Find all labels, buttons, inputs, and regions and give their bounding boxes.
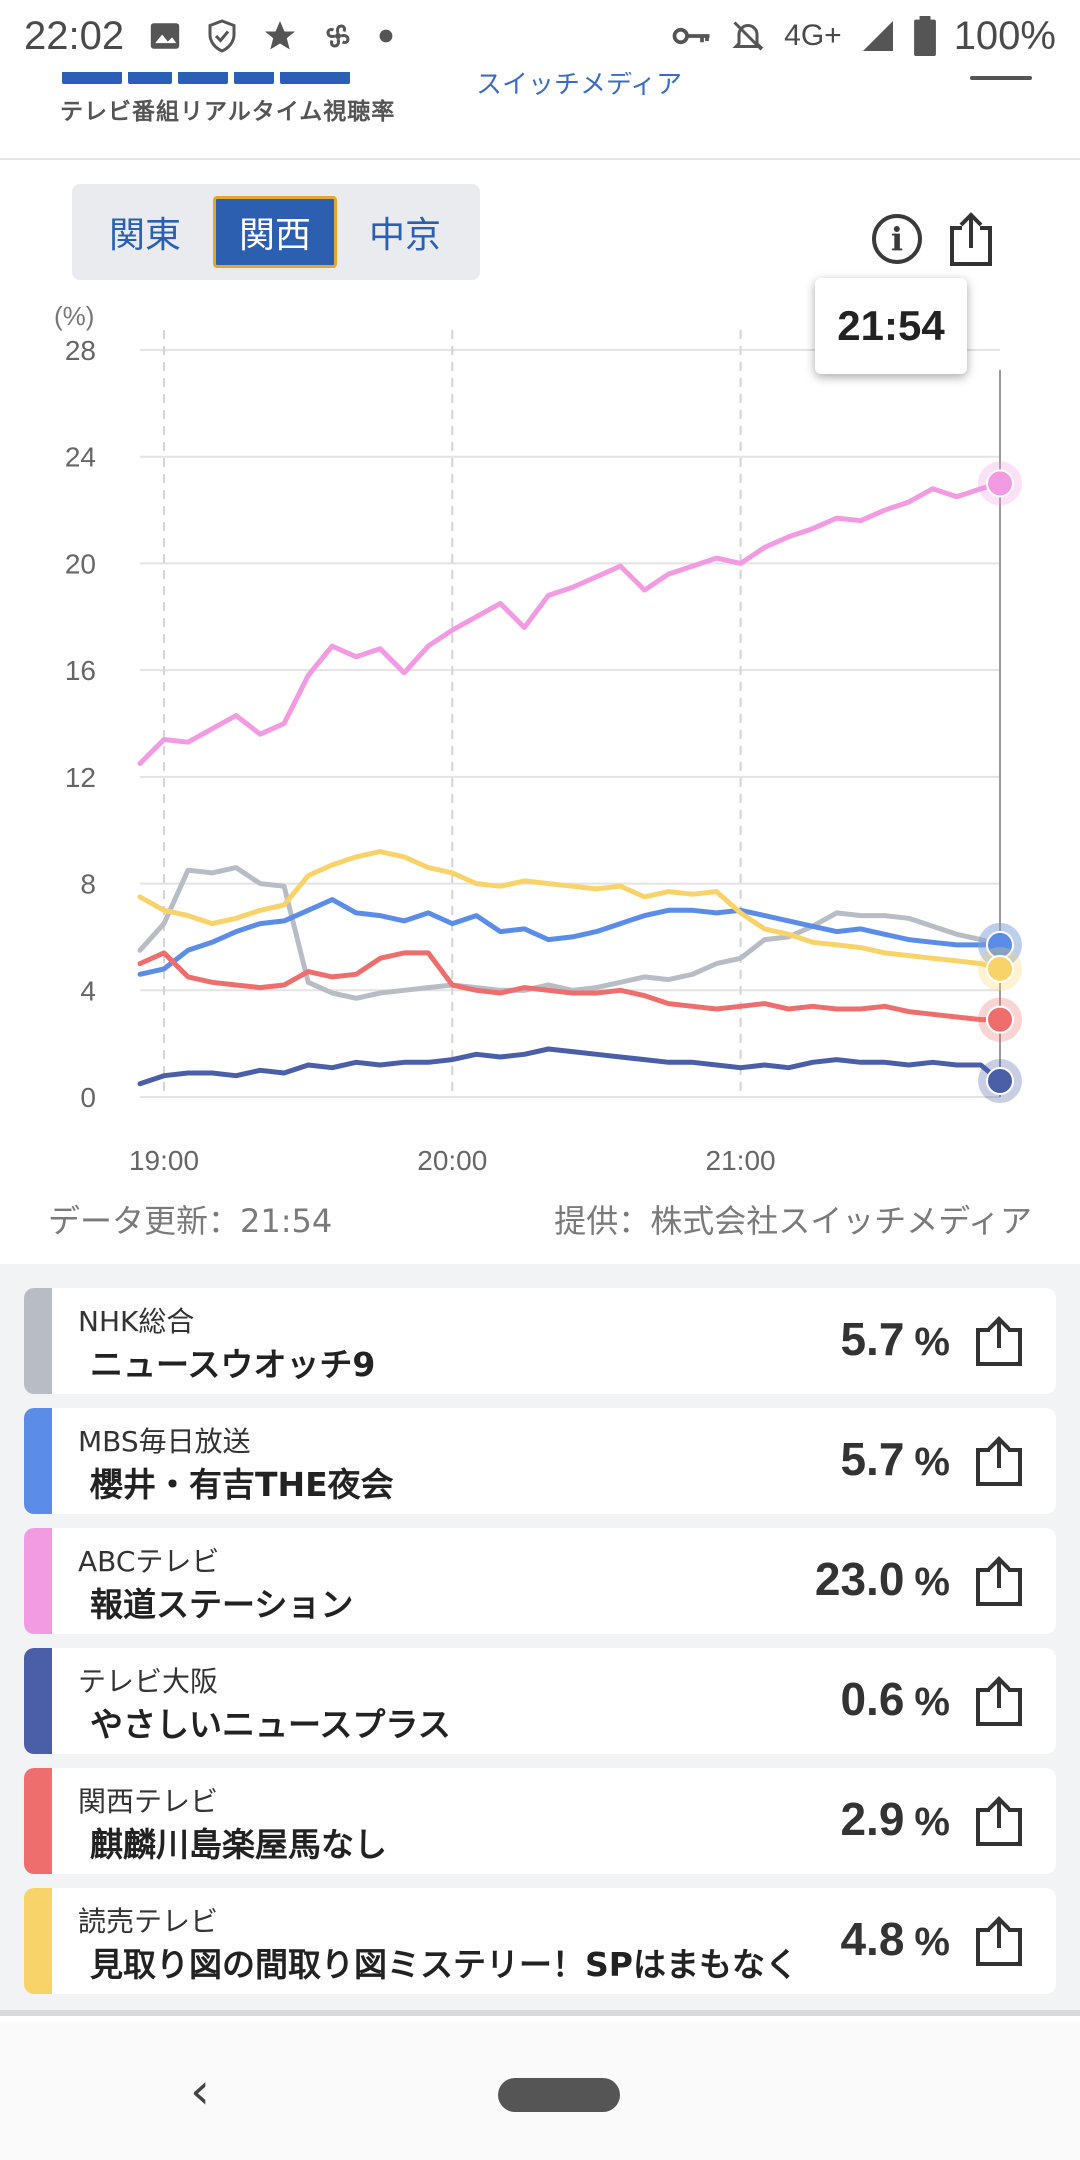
program-title: 報道ステーション xyxy=(90,1585,354,1624)
key-icon xyxy=(672,27,710,45)
y-tick-label: 20 xyxy=(65,548,96,579)
rating-value: 23.0% xyxy=(814,1553,950,1605)
bell-off-icon xyxy=(732,21,764,51)
share-icon[interactable] xyxy=(974,1316,1024,1368)
station-name: テレビ大阪 xyxy=(78,1665,219,1698)
series-line xyxy=(137,865,1003,1001)
battery-level: 100% xyxy=(953,13,1056,58)
program-card-ktv[interactable]: 関西テレビ 麒麟川島楽屋馬なし 2.9% xyxy=(24,1768,1056,1874)
program-card-ytv[interactable]: 読売テレビ 見取り図の間取り図ミステリー！SPはまもなく 4.8% xyxy=(24,1888,1056,1994)
rating-value: 0.6% xyxy=(840,1673,950,1725)
chart-tooltip: 21:54 xyxy=(815,278,967,374)
share-icon[interactable] xyxy=(974,1676,1024,1728)
series-endpoint-marker xyxy=(986,469,1014,498)
share-icon[interactable] xyxy=(946,212,996,268)
y-axis-unit-label: (%) xyxy=(54,301,94,331)
status-bar: 22:02 4G+ 100% xyxy=(0,0,1080,72)
provider-credit: 提供：株式会社スイッチメディア xyxy=(554,1202,1032,1240)
ratings-chart[interactable]: (%) 0 4 8 12 16 20 24 28 19:00 20:00 21:00 xyxy=(0,290,1080,1190)
station-color-stripe xyxy=(24,1768,52,1874)
rating-value: 5.7% xyxy=(840,1313,950,1365)
program-list: NHK総合 ニュースウオッチ9 5.7% MBS毎日放送 櫻井・有吉THE夜会 … xyxy=(0,1264,1080,2016)
rating-value: 2.9% xyxy=(840,1793,950,1845)
series-endpoint-marker xyxy=(986,1066,1014,1095)
partner-logo-text: スイッチメディア xyxy=(476,72,683,100)
station-color-stripe xyxy=(24,1408,52,1514)
station-name: 関西テレビ xyxy=(78,1785,219,1818)
program-card-mbs[interactable]: MBS毎日放送 櫻井・有吉THE夜会 5.7% xyxy=(24,1408,1056,1514)
app-header: テレビ番組リアルタイム視聴率 スイッチメディア xyxy=(0,72,1080,160)
share-icon[interactable] xyxy=(974,1556,1024,1608)
program-title: 櫻井・有吉THE夜会 xyxy=(90,1465,394,1504)
station-color-stripe xyxy=(24,1888,52,1994)
series-line xyxy=(137,950,1003,1023)
y-tick-label: 8 xyxy=(80,869,96,900)
program-title: 見取り図の間取り図ミステリー！SPはまもなく xyxy=(90,1945,798,1984)
series-endpoint-marker xyxy=(986,954,1014,983)
y-tick-label: 12 xyxy=(65,762,96,793)
tab-kanto[interactable]: 関東 xyxy=(108,215,181,256)
program-title: ニュースウオッチ9 xyxy=(90,1345,376,1384)
station-color-stripe xyxy=(24,1528,52,1634)
y-tick-label: 24 xyxy=(65,442,96,473)
series-endpoint-marker xyxy=(986,1005,1014,1034)
image-icon xyxy=(150,23,180,49)
star-icon xyxy=(265,21,296,50)
program-card-tvo[interactable]: テレビ大阪 やさしいニュースプラス 0.6% xyxy=(24,1648,1056,1754)
station-name: 読売テレビ xyxy=(78,1905,219,1938)
y-tick-label: 4 xyxy=(80,975,96,1006)
navigation-bar: ‹ xyxy=(0,2022,1080,2160)
x-tick-label: 19:00 xyxy=(129,1145,199,1176)
station-name: NHK総合 xyxy=(78,1305,195,1338)
program-card-nhk[interactable]: NHK総合 ニュースウオッチ9 5.7% xyxy=(24,1288,1056,1394)
program-card-abc[interactable]: ABCテレビ 報道ステーション 23.0% xyxy=(24,1528,1056,1634)
y-tick-label: 28 xyxy=(65,335,96,366)
home-pill[interactable] xyxy=(498,2078,620,2112)
app-logo[interactable] xyxy=(62,72,382,86)
battery-icon xyxy=(913,16,936,56)
share-icon[interactable] xyxy=(974,1796,1024,1848)
program-title: 麒麟川島楽屋馬なし xyxy=(90,1825,387,1864)
x-tick-label: 20:00 xyxy=(417,1145,487,1176)
signal-icon xyxy=(862,21,893,51)
series-line xyxy=(137,849,1003,972)
station-name: ABCテレビ xyxy=(78,1545,220,1578)
x-tick-label: 21:00 xyxy=(706,1145,776,1176)
program-title: やさしいニュースプラス xyxy=(90,1705,451,1744)
info-icon[interactable]: i xyxy=(872,214,922,264)
back-icon[interactable]: ‹ xyxy=(190,2062,210,2120)
series-line xyxy=(137,897,1003,977)
status-time: 22:02 xyxy=(24,13,125,58)
rating-value: 5.7% xyxy=(840,1433,950,1485)
share-icon[interactable] xyxy=(974,1436,1024,1488)
tab-kansai[interactable]: 関西 xyxy=(213,196,337,268)
y-tick-label: 0 xyxy=(80,1082,96,1113)
tab-chukyo[interactable]: 中京 xyxy=(368,215,441,256)
region-tabs: 関東 関西 中京 xyxy=(72,184,480,280)
station-color-stripe xyxy=(24,1288,52,1394)
share-icon[interactable] xyxy=(974,1916,1024,1968)
logo-subtitle: テレビ番組リアルタイム視聴率 xyxy=(60,99,396,125)
pinwheel-icon xyxy=(326,24,350,48)
rating-value: 4.8% xyxy=(840,1913,950,1965)
dot-icon xyxy=(379,29,393,43)
data-update-time: データ更新：21:54 xyxy=(48,1202,333,1240)
series-line xyxy=(137,480,1003,766)
station-color-stripe xyxy=(24,1648,52,1754)
y-tick-label: 16 xyxy=(65,655,96,686)
station-name: MBS毎日放送 xyxy=(78,1425,251,1458)
menu-icon[interactable] xyxy=(970,76,1032,80)
network-type: 4G+ xyxy=(784,19,842,52)
series-line xyxy=(137,1046,1003,1087)
shield-check-icon xyxy=(208,19,236,53)
